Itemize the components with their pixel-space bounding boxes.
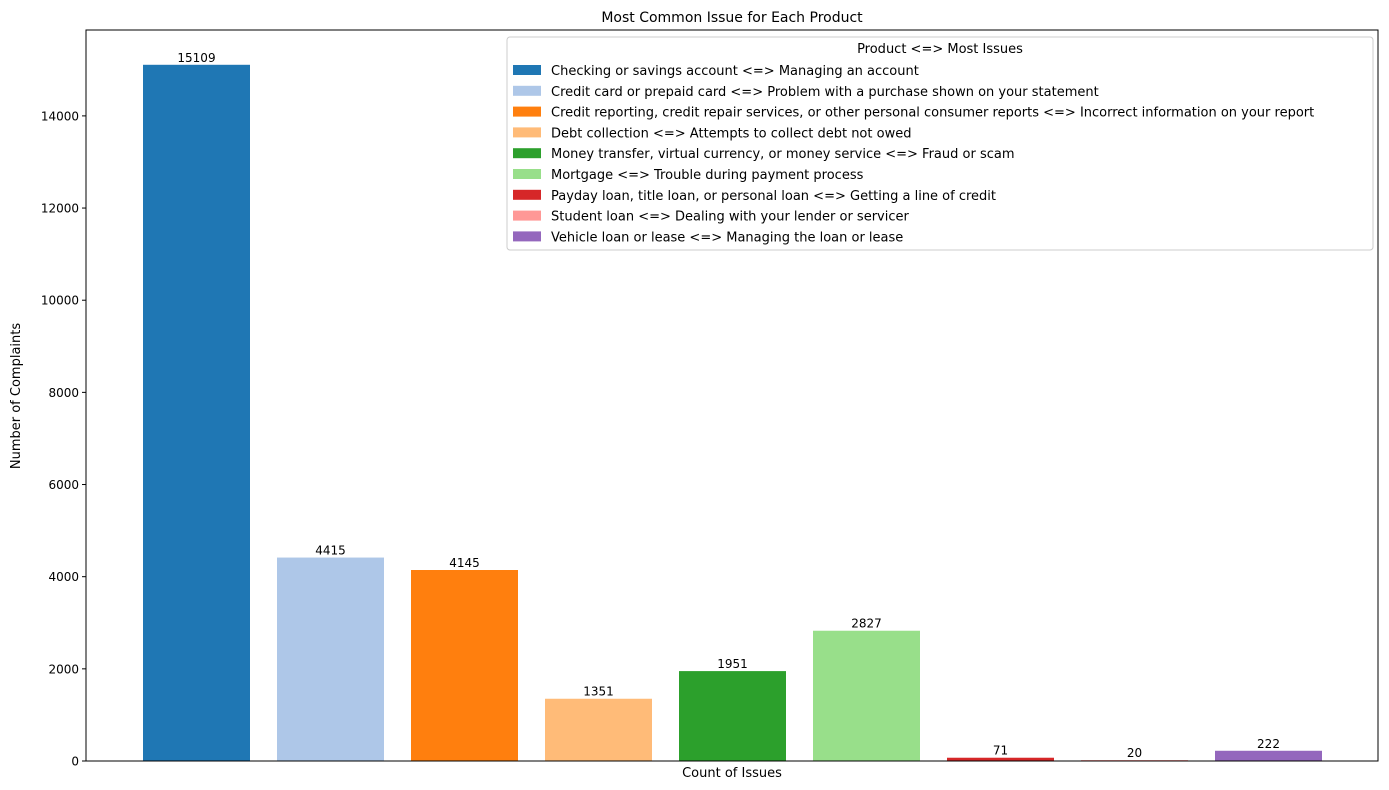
y-tick-label-7: 14000 (41, 109, 79, 123)
bar-value-label-3: 1351 (583, 685, 614, 699)
bar-8 (1215, 750, 1322, 761)
legend-frame (506, 36, 1374, 251)
bar-5 (813, 630, 920, 761)
bar-value-label-1: 4415 (315, 544, 346, 558)
plot-frame (85, 29, 1379, 762)
y-tick-label-0: 0 (71, 755, 79, 769)
legend-items: Checking or savings account <=> Managing… (513, 64, 1314, 245)
legend-swatch-2 (513, 106, 541, 117)
legend-label-6: Payday loan, title loan, or personal loa… (551, 189, 996, 204)
bar-4 (679, 671, 786, 761)
legend-swatch-5 (513, 169, 541, 179)
y-axis: 0 2000 4000 6000 8000 10000 12000 14000 (41, 109, 86, 769)
chart-title: Most Common Issue for Each Product (601, 10, 863, 26)
bar-0 (143, 64, 250, 761)
y-tick-label-6: 12000 (41, 202, 79, 216)
legend-swatch-0 (513, 65, 541, 75)
legend-swatch-1 (513, 85, 541, 96)
legend-label-4: Money transfer, virtual currency, or mon… (551, 147, 1015, 162)
bar-value-label-4: 1951 (717, 657, 748, 671)
legend-swatch-7 (513, 210, 541, 221)
legend-swatch-4 (513, 148, 541, 159)
bar-value-label-8: 222 (1257, 737, 1280, 751)
bar-1 (277, 557, 384, 761)
y-tick-label-3: 6000 (48, 478, 79, 492)
legend-label-1: Credit card or prepaid card <=> Problem … (551, 85, 1099, 100)
x-axis-label: Count of Issues (682, 766, 782, 781)
bar-value-label-2: 4145 (449, 556, 480, 570)
bar-3 (545, 698, 652, 761)
bar-labels-group: 15109 4415 4145 1351 1951 2827 71 20 222 (177, 51, 1280, 760)
y-tick-label-5: 10000 (41, 294, 79, 308)
bar-value-label-7: 20 (1127, 746, 1142, 760)
bar-value-label-5: 2827 (851, 617, 882, 631)
legend-label-2: Credit reporting, credit repair services… (551, 106, 1314, 121)
legend-swatch-3 (513, 127, 541, 138)
legend-label-0: Checking or savings account <=> Managing… (551, 64, 919, 79)
y-tick-label-4: 8000 (48, 386, 79, 400)
bar-6 (947, 757, 1054, 761)
legend: Product <=> Most Issues Checking or savi… (506, 36, 1374, 251)
legend-label-3: Debt collection <=> Attempts to collect … (551, 126, 911, 141)
legend-label-8: Vehicle loan or lease <=> Managing the l… (551, 230, 903, 245)
y-axis-label: Number of Complaints (9, 323, 24, 469)
y-tick-label-2: 4000 (48, 570, 79, 584)
legend-label-7: Student loan <=> Dealing with your lende… (551, 210, 909, 225)
bar-2 (411, 570, 518, 761)
legend-swatch-6 (513, 189, 541, 200)
legend-label-5: Mortgage <=> Trouble during payment proc… (551, 168, 864, 183)
bar-value-label-0: 15109 (177, 51, 215, 65)
legend-swatch-8 (513, 231, 541, 242)
bar-value-label-6: 71 (993, 744, 1008, 758)
y-tick-label-1: 2000 (48, 662, 79, 676)
bars-group (143, 64, 1322, 761)
legend-title: Product <=> Most Issues (857, 42, 1023, 57)
